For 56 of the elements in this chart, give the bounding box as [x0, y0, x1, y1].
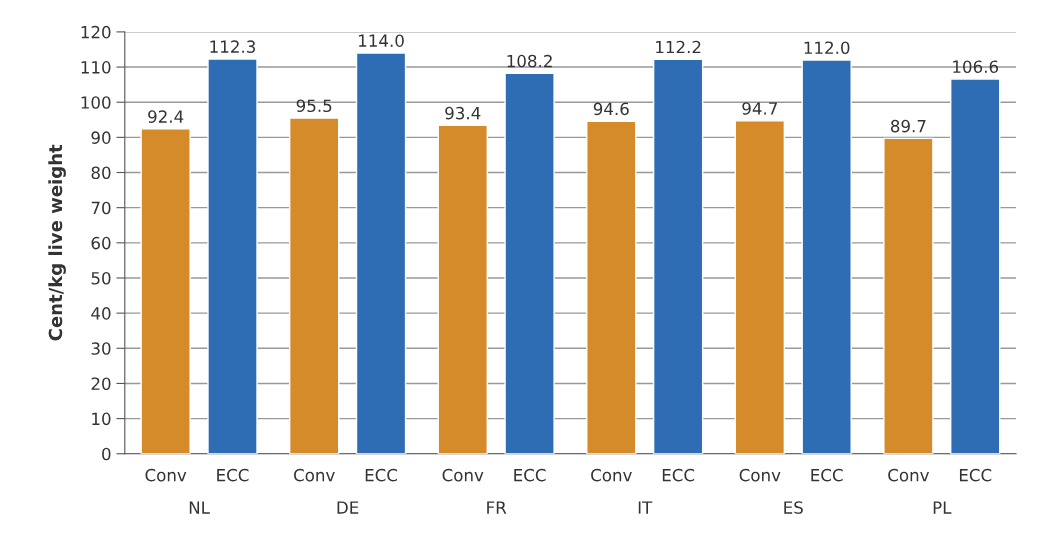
- x-tick-label: IT: [638, 501, 653, 514]
- y-tick-label: 20: [91, 377, 111, 391]
- y-tick-label: 90: [91, 131, 111, 144]
- text: ECC: [811, 468, 843, 482]
- x-tick-label: FR: [487, 501, 507, 514]
- bar: [504, 72, 555, 454]
- y-tick-label: 110: [81, 61, 111, 74]
- text: Conv: [739, 468, 781, 482]
- text: ECC: [514, 468, 546, 482]
- text: ECC: [662, 468, 695, 482]
- y-tick-label: 40: [91, 307, 111, 320]
- text: Conv: [294, 468, 335, 482]
- bar: [207, 58, 258, 454]
- y-tick-label: 60: [91, 236, 111, 250]
- bar: [652, 58, 704, 454]
- y-tick-label: 100: [81, 96, 111, 109]
- x-tick-label: PL: [933, 501, 952, 514]
- data-label: 108.2: [507, 54, 552, 68]
- bar: [140, 128, 191, 454]
- data-label: 92.4: [148, 110, 184, 123]
- data-label: 112.0: [804, 41, 850, 55]
- x-tick-label: ES: [784, 501, 803, 514]
- y-axis-title: Cent/kg live weight: [48, 144, 66, 341]
- y-tick-label: 50: [91, 271, 111, 285]
- data-label: 114.0: [359, 34, 404, 47]
- bar: [883, 137, 934, 454]
- y-tick-label: 70: [91, 201, 111, 215]
- x-tick-label: DE: [337, 501, 359, 514]
- y-tick-label: 0: [102, 447, 111, 461]
- text: ECC: [365, 468, 398, 482]
- data-label: 94.7: [742, 102, 777, 115]
- data-label: 95.5: [296, 99, 332, 113]
- series-label: Conv: [145, 468, 187, 482]
- bar: [734, 120, 786, 454]
- data-label: 112.3: [210, 40, 256, 53]
- data-label: 93.4: [445, 106, 481, 120]
- bar: [801, 59, 852, 454]
- bar: [355, 52, 407, 454]
- text: Conv: [591, 468, 632, 482]
- text: Conv: [442, 468, 484, 482]
- bar: [437, 124, 488, 454]
- x-tick-label: NL: [189, 501, 210, 514]
- text: ECC: [959, 468, 992, 482]
- series-label: ECC: [217, 468, 249, 482]
- y-tick-label: 120: [81, 25, 111, 39]
- y-tick-label: 10: [92, 412, 111, 426]
- bar: [950, 78, 1001, 454]
- y-tick-label: 80: [91, 166, 111, 180]
- data-label: 106.6: [953, 60, 999, 73]
- data-label: 89.7: [890, 119, 926, 133]
- bar: [586, 120, 637, 454]
- data-label: 94.6: [593, 102, 629, 116]
- text: Conv: [888, 468, 930, 482]
- data-label: 112.2: [656, 40, 701, 54]
- bar: [288, 117, 340, 454]
- y-tick-label: 30: [91, 342, 111, 355]
